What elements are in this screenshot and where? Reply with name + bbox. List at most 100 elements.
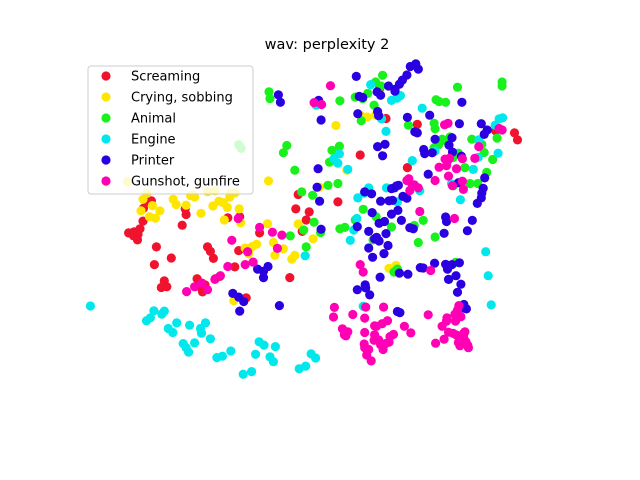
data-point [404,174,414,184]
data-point [290,165,300,175]
data-point [233,213,243,224]
data-point [402,193,412,203]
data-point [255,222,265,232]
legend-marker [101,134,111,144]
data-point [375,272,385,282]
data-point [382,316,393,326]
data-point [426,265,436,276]
data-point [434,162,444,172]
data-point [270,342,280,352]
data-point [368,252,378,262]
data-point [345,235,355,245]
data-point [413,183,423,193]
data-point [181,200,191,210]
data-point [270,250,280,260]
data-point [252,239,262,249]
legend-marker [101,71,111,81]
data-point [312,182,322,192]
data-point [190,338,200,348]
data-point [333,158,343,168]
data-point [334,141,344,151]
data-point [291,204,301,214]
data-point [168,327,178,338]
data-point [366,356,376,366]
data-point [360,327,370,338]
data-point [227,235,237,245]
legend-label: Gunshot, gunfire [131,175,240,190]
data-point [185,320,195,330]
data-point [461,304,471,314]
data-point [420,149,430,159]
data-point [413,64,423,74]
legend-label: Engine [131,133,176,148]
data-point [408,224,418,234]
data-point [447,133,457,143]
data-point [353,193,363,203]
data-point [451,164,462,174]
data-point [444,140,454,150]
data-point [367,208,377,218]
data-point [331,120,341,131]
data-point [358,204,368,214]
data-point [447,260,457,270]
data-point [412,128,422,138]
data-point [290,250,300,260]
data-point [262,219,273,229]
data-point [379,216,390,227]
data-point [202,285,213,295]
data-point [361,302,371,312]
data-point [343,327,353,337]
points-layer [85,59,523,379]
data-point [447,181,458,191]
data-point [335,96,345,106]
data-point [274,301,284,311]
data-point [327,145,337,155]
data-point [333,178,343,189]
data-point [380,139,390,149]
data-point [251,349,261,359]
data-point [478,183,488,193]
data-point [393,205,403,215]
data-point [177,220,187,230]
data-point [417,103,427,113]
data-point [285,231,295,241]
data-point [263,176,274,186]
data-point [316,224,326,234]
data-point [467,215,477,225]
data-point [376,90,386,100]
data-point [378,344,388,355]
data-point [379,249,389,259]
legend-label: Animal [131,112,176,127]
data-point [427,148,437,158]
data-point [223,261,233,272]
data-point [430,258,440,268]
data-point [352,213,362,224]
data-point [352,285,362,295]
data-point [431,338,441,348]
data-point [360,187,370,197]
data-point [403,120,413,130]
data-point [351,71,361,81]
data-point [343,164,353,174]
data-point [486,300,496,310]
data-point [340,222,350,232]
data-point [443,327,454,337]
data-point [381,126,391,136]
data-point [248,257,258,267]
data-point [166,253,176,263]
data-point [196,328,207,338]
data-point [441,216,452,227]
data-point [135,224,145,234]
data-point [247,367,257,377]
data-point [456,279,466,289]
data-point [374,236,384,246]
data-point [396,215,406,225]
data-point [457,97,467,107]
series-4 [228,59,492,318]
legend-entries: Screaming Crying, sobbing Animal Engine Prin… [101,70,240,190]
data-point [215,271,225,281]
data-point [285,273,295,283]
data-point [259,340,269,350]
data-point [172,318,182,328]
data-point [238,369,248,379]
